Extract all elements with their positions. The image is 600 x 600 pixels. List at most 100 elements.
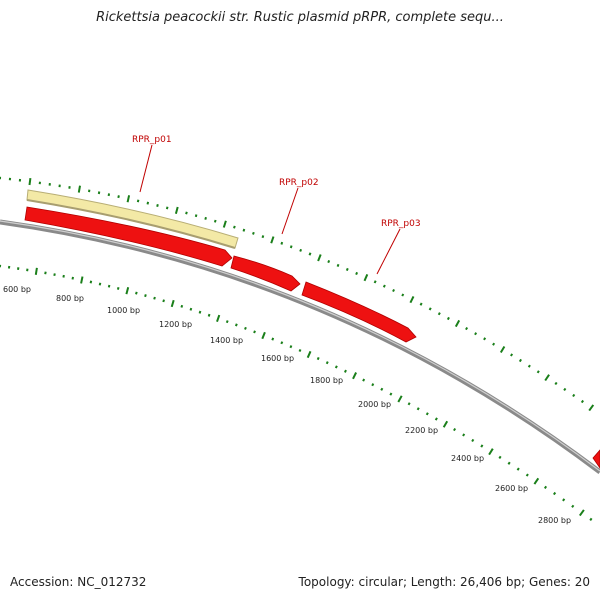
minor-tick: [543, 485, 548, 489]
major-tick: [125, 287, 130, 295]
minor-tick: [280, 241, 284, 245]
minor-tick: [462, 433, 466, 437]
minor-tick: [207, 313, 211, 317]
minor-tick: [589, 517, 593, 521]
major-tick: [216, 314, 221, 323]
map-title: Rickettsia peacockii str. Rustic plasmid…: [96, 10, 504, 25]
gene-arrow-rpr-p03[interactable]: [301, 281, 417, 343]
minor-tick: [483, 337, 487, 341]
major-tick: [397, 395, 403, 403]
major-tick: [80, 276, 84, 284]
ruler-label: 2800 bp: [538, 516, 571, 525]
minor-tick: [446, 316, 450, 321]
minor-tick: [252, 231, 255, 235]
gene-label-rpr-p03[interactable]: RPR_p03: [381, 219, 421, 229]
minor-tick: [97, 191, 101, 195]
minor-tick: [419, 302, 423, 306]
ruler-label: 1400 bp: [210, 336, 243, 345]
leader-line-rpr-p01: [139, 144, 153, 193]
cds-feature-band-underline: [26, 199, 236, 249]
minor-tick: [325, 361, 329, 365]
major-tick: [442, 420, 449, 428]
major-tick: [174, 206, 179, 215]
major-tick: [261, 331, 266, 340]
minor-tick: [185, 211, 188, 215]
minor-tick: [271, 337, 275, 341]
major-tick: [409, 295, 415, 304]
minor-tick: [480, 444, 484, 448]
minor-tick: [107, 284, 111, 288]
minor-tick: [189, 307, 193, 311]
minor-tick: [253, 330, 256, 334]
ruler-labels: 600 bp 800 bp 1000 bp 1200 bp 1400 bp 16…: [3, 285, 571, 525]
minor-tick: [465, 326, 469, 331]
minor-tick: [144, 294, 147, 298]
minor-tick: [117, 195, 120, 199]
minor-tick: [536, 370, 540, 374]
minor-tick: [401, 293, 405, 297]
ruler-label: 2600 bp: [495, 484, 528, 493]
minor-tick: [116, 286, 120, 290]
minor-tick: [44, 271, 47, 275]
minor-tick: [336, 263, 340, 267]
minor-tick: [355, 271, 359, 275]
minor-tick: [345, 267, 349, 271]
gene-label-rpr-p02[interactable]: RPR_p02: [279, 178, 319, 188]
minor-tick: [362, 378, 366, 382]
minor-tick: [371, 383, 375, 387]
minor-tick: [308, 252, 312, 256]
outer-tick-ring: [0, 176, 595, 412]
minor-tick: [316, 357, 320, 361]
minor-tick: [156, 204, 159, 207]
minor-tick: [153, 296, 156, 300]
major-tick: [454, 319, 461, 328]
major-tick: [533, 477, 540, 485]
minor-tick: [518, 358, 522, 363]
minor-tick: [428, 307, 432, 311]
major-tick: [306, 350, 312, 359]
gene-label-rpr-p01[interactable]: RPR_p01: [132, 135, 172, 145]
major-tick: [363, 273, 369, 282]
ruler-label: 1600 bp: [261, 354, 294, 363]
major-tick: [222, 220, 227, 228]
minor-tick: [343, 369, 347, 373]
minor-tick: [135, 291, 138, 295]
minor-tick: [165, 206, 169, 210]
minor-tick: [98, 282, 102, 286]
minor-tick: [180, 304, 184, 308]
minor-tick: [425, 412, 429, 416]
gene-arrow-rpr-p02[interactable]: [230, 255, 301, 292]
minor-tick: [563, 387, 567, 391]
gene-arrow-rpr-p01[interactable]: [24, 206, 233, 267]
minor-tick: [572, 393, 576, 398]
minor-tick: [525, 473, 529, 477]
inner-tick-ring: [0, 264, 593, 521]
minor-tick: [234, 323, 238, 327]
minor-tick: [562, 498, 566, 502]
minor-tick: [261, 235, 265, 239]
minor-tick: [437, 312, 441, 316]
ruler-label: 800 bp: [56, 294, 84, 303]
minor-tick: [471, 438, 475, 443]
ruler-label: 2200 bp: [405, 426, 438, 435]
minor-tick: [162, 299, 165, 303]
minor-tick: [392, 288, 395, 293]
minor-tick: [407, 402, 411, 406]
minor-tick: [334, 365, 338, 369]
minor-tick: [498, 455, 502, 459]
minor-tick: [53, 273, 56, 277]
minor-tick: [71, 276, 74, 280]
accession-label: Accession: NC_012732: [10, 575, 147, 589]
gene-arrow-partial[interactable]: [592, 449, 600, 469]
minor-tick: [225, 320, 229, 324]
minor-tick: [298, 348, 302, 353]
minor-tick: [453, 427, 457, 432]
major-tick: [499, 345, 506, 354]
minor-tick: [327, 260, 331, 264]
minor-tick: [474, 332, 478, 336]
minor-tick: [204, 216, 207, 220]
ruler-label: 2400 bp: [451, 454, 484, 463]
topology-summary: Topology: circular; Length: 26,406 bp; G…: [298, 575, 590, 589]
minor-tick: [580, 399, 585, 404]
